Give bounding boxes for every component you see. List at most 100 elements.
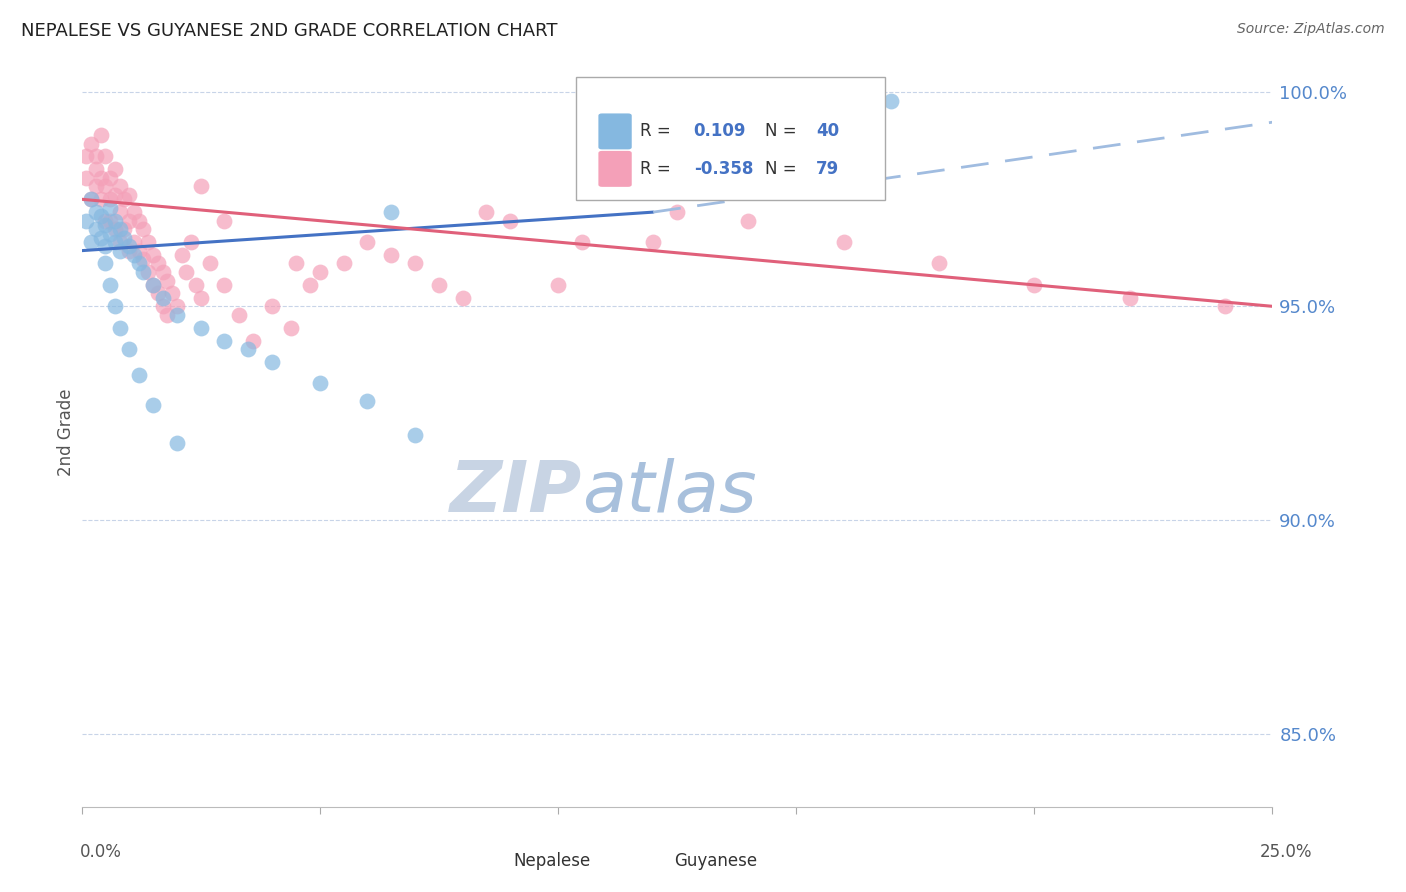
Point bbox=[118, 342, 141, 356]
Point bbox=[190, 179, 212, 194]
Point bbox=[84, 162, 107, 177]
Point bbox=[166, 436, 188, 450]
Text: 40: 40 bbox=[817, 122, 839, 140]
Point bbox=[152, 291, 174, 305]
Point bbox=[280, 320, 302, 334]
Point bbox=[90, 210, 112, 224]
Point bbox=[142, 248, 165, 262]
Point bbox=[80, 235, 103, 249]
Point bbox=[75, 149, 97, 163]
Point bbox=[108, 222, 131, 236]
Point bbox=[90, 128, 112, 142]
Point bbox=[928, 256, 950, 270]
Point bbox=[198, 256, 221, 270]
Y-axis label: 2nd Grade: 2nd Grade bbox=[56, 389, 75, 476]
Point bbox=[308, 265, 330, 279]
Point bbox=[108, 235, 131, 249]
Point bbox=[571, 235, 593, 249]
Text: Guyanese: Guyanese bbox=[675, 852, 758, 871]
Point bbox=[242, 334, 264, 348]
Point bbox=[94, 256, 117, 270]
Point bbox=[122, 248, 145, 262]
Point bbox=[94, 179, 117, 194]
Point bbox=[98, 227, 121, 241]
Point bbox=[152, 265, 174, 279]
Point bbox=[1213, 299, 1236, 313]
Point bbox=[112, 231, 135, 245]
Point bbox=[356, 235, 378, 249]
Point bbox=[1024, 277, 1046, 292]
Point bbox=[156, 274, 179, 288]
Point bbox=[80, 136, 103, 151]
Point bbox=[666, 205, 689, 219]
Point bbox=[104, 188, 127, 202]
Point bbox=[262, 355, 284, 369]
Text: Nepalese: Nepalese bbox=[513, 852, 591, 871]
Point bbox=[98, 192, 121, 206]
Point bbox=[132, 265, 155, 279]
FancyBboxPatch shape bbox=[599, 113, 631, 149]
Point bbox=[104, 213, 127, 227]
Text: R =: R = bbox=[640, 160, 676, 178]
Text: ZIP: ZIP bbox=[450, 458, 582, 527]
Point bbox=[166, 299, 188, 313]
Point bbox=[94, 218, 117, 232]
Point bbox=[136, 265, 159, 279]
Point bbox=[427, 277, 450, 292]
Point bbox=[228, 308, 250, 322]
Point bbox=[142, 398, 165, 412]
Point bbox=[262, 299, 284, 313]
Point bbox=[118, 244, 141, 258]
Point bbox=[190, 320, 212, 334]
FancyBboxPatch shape bbox=[599, 151, 631, 186]
Point bbox=[284, 256, 307, 270]
Point bbox=[122, 205, 145, 219]
Point bbox=[118, 213, 141, 227]
Point bbox=[108, 244, 131, 258]
Point bbox=[108, 205, 131, 219]
Point bbox=[156, 308, 179, 322]
Point bbox=[152, 299, 174, 313]
Point bbox=[142, 277, 165, 292]
FancyBboxPatch shape bbox=[477, 844, 510, 879]
Point bbox=[112, 222, 135, 236]
Point bbox=[98, 201, 121, 215]
Point bbox=[108, 320, 131, 334]
Text: N =: N = bbox=[765, 160, 797, 178]
Point bbox=[547, 277, 569, 292]
Point bbox=[118, 188, 141, 202]
Point bbox=[98, 277, 121, 292]
Point bbox=[380, 205, 402, 219]
Point bbox=[832, 235, 855, 249]
Point bbox=[128, 256, 150, 270]
Point bbox=[75, 170, 97, 185]
Point bbox=[80, 192, 103, 206]
Point bbox=[214, 213, 236, 227]
Point bbox=[90, 170, 112, 185]
Point bbox=[84, 222, 107, 236]
Point bbox=[160, 286, 183, 301]
Point bbox=[112, 192, 135, 206]
Point bbox=[108, 179, 131, 194]
Text: N =: N = bbox=[765, 122, 797, 140]
Point bbox=[94, 239, 117, 253]
Text: 25.0%: 25.0% bbox=[1260, 843, 1313, 861]
Point bbox=[170, 248, 193, 262]
Point bbox=[176, 265, 198, 279]
Text: 0.109: 0.109 bbox=[693, 122, 747, 140]
Point bbox=[214, 334, 236, 348]
FancyBboxPatch shape bbox=[576, 77, 886, 201]
Point bbox=[98, 213, 121, 227]
Point bbox=[142, 277, 165, 292]
Point bbox=[404, 256, 426, 270]
Point bbox=[94, 213, 117, 227]
Text: -0.358: -0.358 bbox=[693, 160, 754, 178]
Point bbox=[643, 235, 665, 249]
Point bbox=[880, 94, 903, 108]
Point bbox=[104, 299, 127, 313]
Point bbox=[451, 291, 474, 305]
Text: NEPALESE VS GUYANESE 2ND GRADE CORRELATION CHART: NEPALESE VS GUYANESE 2ND GRADE CORRELATI… bbox=[21, 22, 558, 40]
Point bbox=[128, 244, 150, 258]
Point bbox=[146, 286, 169, 301]
Point bbox=[356, 393, 378, 408]
